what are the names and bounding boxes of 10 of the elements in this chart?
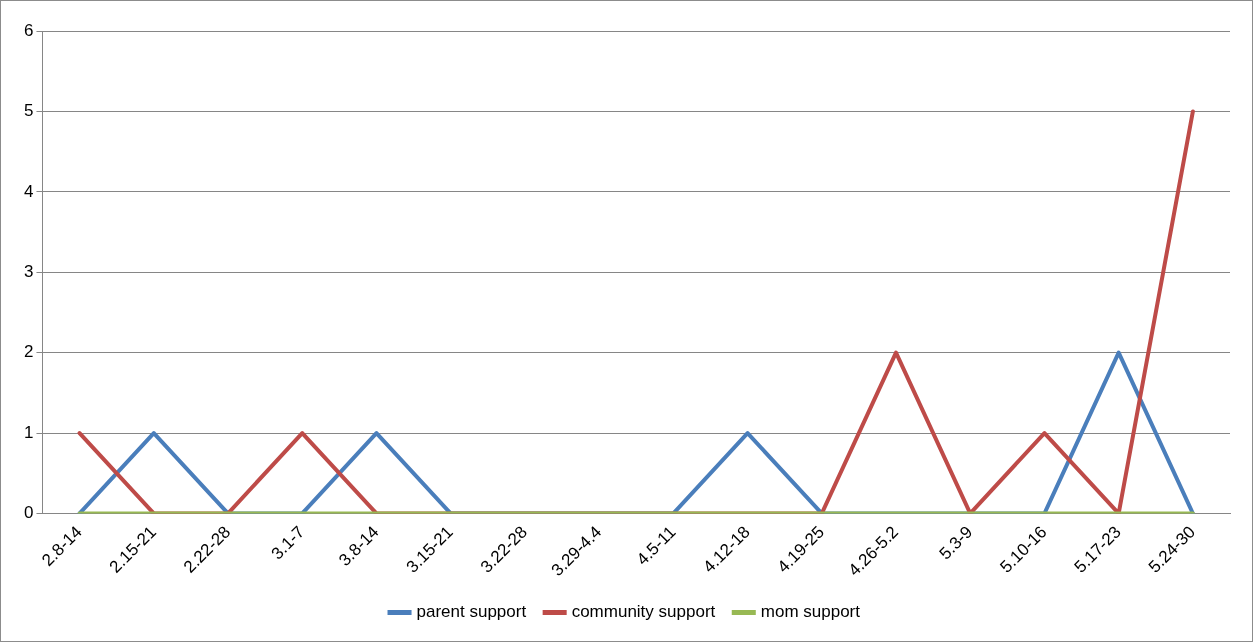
y-tick-label: 5 xyxy=(23,101,34,121)
legend-label: parent support xyxy=(416,602,527,622)
legend-label: community support xyxy=(571,602,716,622)
y-tick-label: 0 xyxy=(23,503,34,523)
y-tick-label: 4 xyxy=(23,181,34,201)
y-tick-label: 1 xyxy=(23,422,34,442)
y-tick-label: 2 xyxy=(23,342,34,362)
legend-label: mom support xyxy=(760,602,861,622)
y-tick-label: 3 xyxy=(23,261,34,281)
y-tick-label: 6 xyxy=(23,20,34,40)
